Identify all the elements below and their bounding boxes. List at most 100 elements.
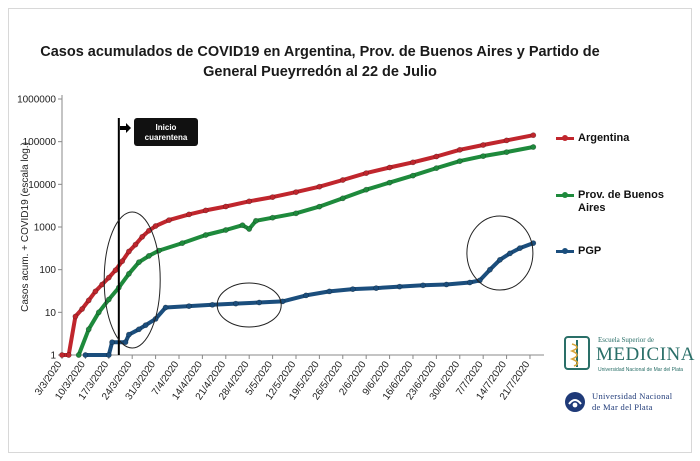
y-tick-label: 1000000 [17,95,56,106]
y-tick-label: 100000 [23,137,57,148]
data-point-buenos-aires [316,203,323,210]
data-point-buenos-aires [95,309,102,316]
data-point-argentina [339,177,346,183]
y-axis-title: Casos acum. + COVID19 (escala log.) [20,142,31,312]
data-point-buenos-aires [530,144,537,150]
data-point-argentina [293,189,299,195]
data-point-pgp [125,331,132,338]
data-point-argentina [79,306,85,312]
legend-swatch-pgp [556,248,574,254]
data-point-buenos-aires [202,232,209,238]
legend-swatch-buenos-aires [556,192,574,198]
data-point-buenos-aires [105,296,112,303]
y-tick-label: 1000 [34,223,57,234]
data-point-argentina [59,352,65,358]
data-point-buenos-aires [480,153,487,159]
data-point-pgp [420,282,426,289]
caduceus-icon [564,336,590,370]
highlight-ellipse-2 [216,282,282,328]
data-point-argentina [152,223,159,229]
data-point-argentina [92,288,99,295]
data-point-pgp [209,301,216,308]
data-point-buenos-aires [85,326,92,333]
data-point-pgp [256,299,263,306]
data-point-pgp [496,256,503,263]
data-point-pgp [506,250,513,257]
data-point-argentina [72,313,79,320]
legend-label-argentina: Argentina [578,132,630,144]
unmdp-emblem-icon [565,392,585,412]
data-point-buenos-aires [75,352,82,358]
data-point-argentina [105,274,112,281]
chart-title-line2: General Pueyrredón al 22 de Julio [203,64,437,80]
y-tick-label: 10000 [28,180,56,191]
medicina-logo-small: Escuela Superior de [598,336,654,344]
data-point-buenos-aires [239,222,246,229]
series-layer [59,132,537,358]
legend-label-buenos-aires: Prov. de Buenos Aires [578,189,664,214]
data-point-argentina [530,132,537,139]
data-point-pgp [466,279,473,286]
data-point-argentina [85,297,92,304]
data-point-argentina [222,203,229,210]
data-point-argentina [125,248,132,255]
data-point-buenos-aires [410,172,416,179]
data-point-buenos-aires [293,210,299,217]
y-tick-label: 100 [39,265,56,276]
data-point-buenos-aires [433,165,440,171]
data-point-buenos-aires [363,186,370,193]
data-point-buenos-aires [179,240,186,246]
series-line-pgp [83,241,536,357]
data-point-pgp [135,326,142,333]
data-point-pgp [105,352,112,358]
data-point-argentina [433,153,440,160]
data-point-pgp [82,352,89,358]
highlight-ellipse-3 [466,215,534,291]
data-point-argentina [269,194,276,200]
data-point-pgp [486,266,493,273]
data-point-argentina [316,183,323,190]
unmdp-logo-line1: Universidad Nacional [592,391,673,401]
highlight-ellipse-1 [103,211,161,349]
data-point-buenos-aires [145,252,152,259]
unmdp-logo-line2: de Mar del Plata [592,402,653,412]
chart-title: Casos acumulados de COVID19 en Argentina… [40,42,600,82]
data-point-buenos-aires [125,270,132,277]
data-point-pgp [303,292,309,299]
data-point-buenos-aires [222,227,229,233]
data-point-argentina [202,207,209,214]
data-point-pgp [443,281,450,288]
data-point-argentina [186,211,192,218]
data-point-pgp [162,304,169,311]
y-tick-label: 1 [50,351,56,362]
data-point-pgp [122,339,129,346]
quarantine-label-box [134,118,198,146]
data-point-pgp [373,285,380,291]
legend-item-argentina: Argentina [556,132,630,145]
data-point-argentina [132,241,139,248]
quarantine-label-line2: cuarentena [145,133,188,142]
data-point-argentina [503,137,510,144]
data-point-pgp [232,300,239,307]
data-point-pgp [517,245,523,251]
chart-frame [8,8,692,453]
data-point-buenos-aires [252,217,259,224]
data-point-pgp [109,339,115,346]
data-point-argentina [65,352,72,358]
data-point-argentina [119,258,126,265]
y-tick-label: 10 [45,308,57,319]
data-point-pgp [186,303,192,309]
data-point-argentina [139,233,146,240]
legend-item-buenos-aires: Prov. de Buenos Aires [556,189,668,215]
unmdp-logo: Universidad Nacional de Mar del Plata [560,385,685,421]
data-point-buenos-aires [135,259,142,266]
chart-title-line1: Casos acumulados de COVID19 en Argentina… [40,44,600,60]
medicina-logo-tiny: Universidad Nacional de Mar del Plata [598,367,684,373]
data-point-pgp [349,286,356,292]
data-point-buenos-aires [386,179,393,186]
quarantine-label-line1: Inicio [156,123,177,132]
data-point-argentina [363,170,370,176]
data-point-buenos-aires [246,226,253,232]
data-point-argentina [480,142,487,148]
